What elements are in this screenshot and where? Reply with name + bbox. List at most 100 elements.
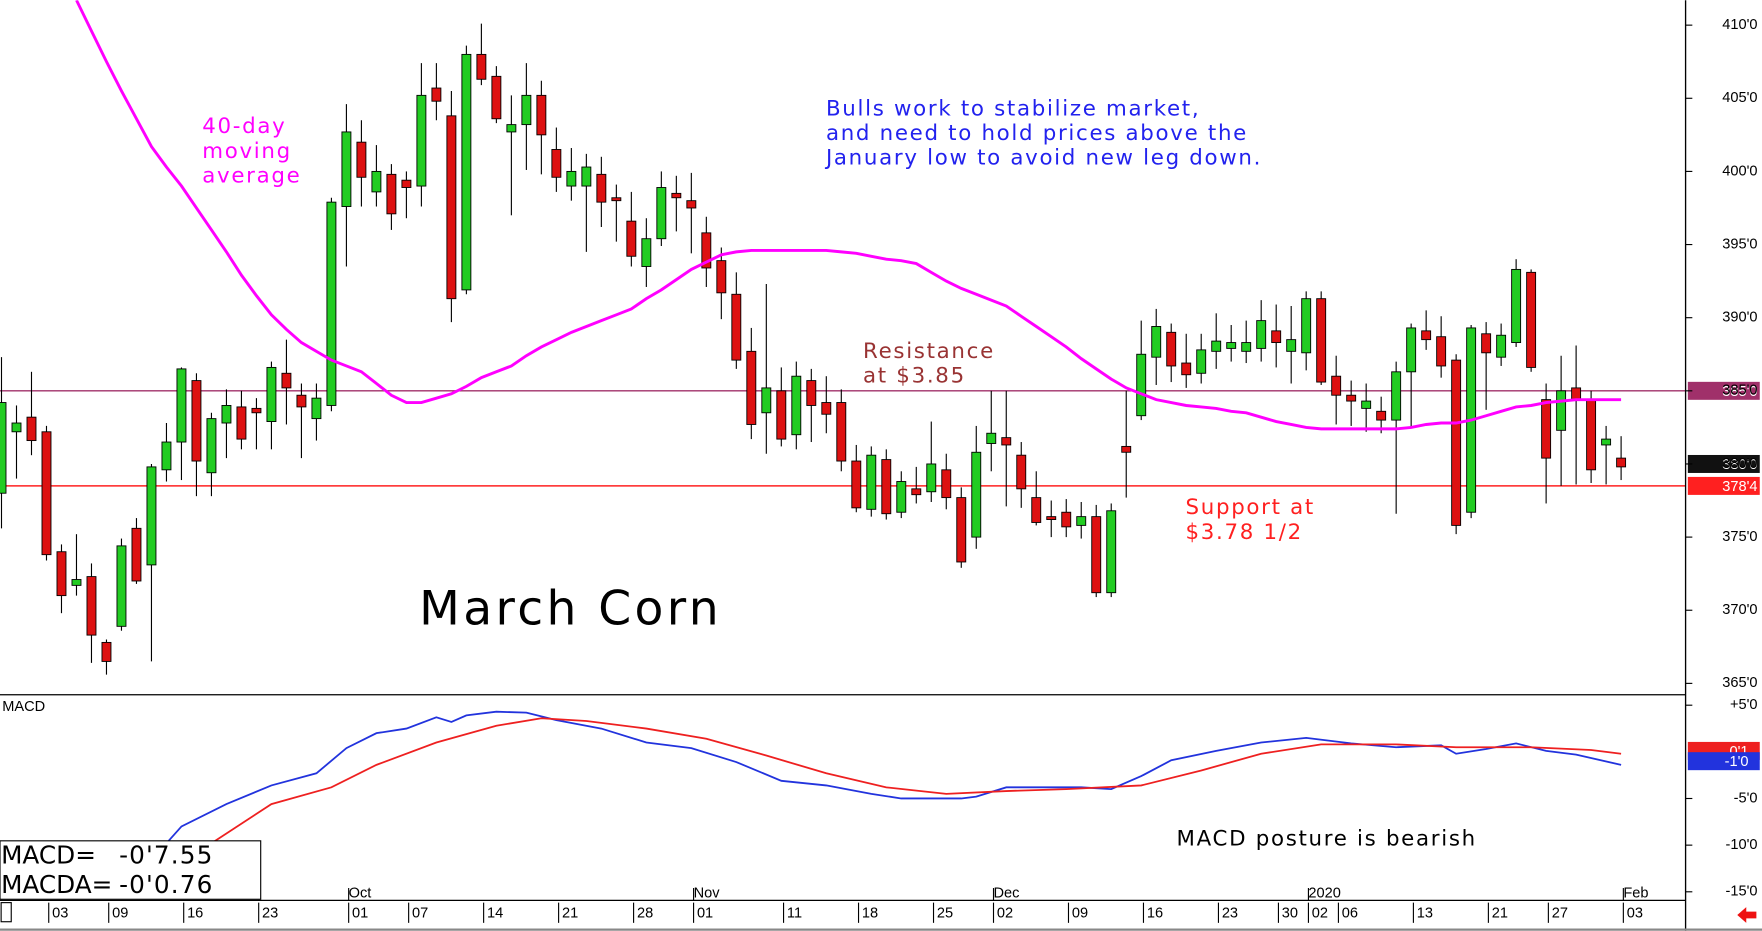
x-tick-label: 21 xyxy=(1492,906,1508,922)
x-tick-label: 03 xyxy=(1627,906,1643,922)
annotation: and need to hold prices above the xyxy=(826,121,1248,146)
candle-body xyxy=(986,432,997,444)
x-tick-label: 16 xyxy=(187,906,203,922)
candle-body xyxy=(1526,271,1537,368)
candle-body xyxy=(1256,320,1267,349)
candle-body xyxy=(896,481,907,513)
candle-body xyxy=(1166,331,1177,367)
candle-body xyxy=(116,545,127,627)
level-box xyxy=(1687,476,1760,495)
candle-body xyxy=(851,460,862,509)
annotation: at $3.85 xyxy=(863,364,966,389)
candle-body xyxy=(1616,457,1627,468)
level-box xyxy=(1687,454,1760,473)
y-tick-label: -15'0 xyxy=(1726,884,1758,900)
y-tick-label: -5'0 xyxy=(1734,790,1758,806)
candle-body xyxy=(266,366,277,422)
candle-body xyxy=(236,406,247,440)
candle-body xyxy=(686,200,697,209)
candle-body xyxy=(731,293,742,361)
x-tick-label: 18 xyxy=(862,906,878,922)
moving-average-label: moving xyxy=(202,139,292,164)
annotation: Bulls work to stabilize market, xyxy=(826,96,1200,121)
candle-body xyxy=(491,75,502,120)
candle-body xyxy=(206,418,217,474)
x-tick-label: 02 xyxy=(1312,906,1328,922)
candle-body xyxy=(1481,333,1492,354)
y-tick-label: 385'0 xyxy=(1722,383,1757,399)
readout-value: -0'0.76 xyxy=(119,870,213,899)
candle-body xyxy=(1211,340,1222,352)
candle-body xyxy=(866,454,877,510)
month-label: Oct xyxy=(349,885,372,901)
y-tick-label: 390'0 xyxy=(1722,310,1757,326)
candle-body xyxy=(1181,362,1192,376)
level-label: 378'4 xyxy=(1722,479,1757,495)
y-tick-label: 400'0 xyxy=(1722,163,1757,179)
candle-body xyxy=(1541,399,1552,459)
month-label: Nov xyxy=(694,885,721,901)
candle-body xyxy=(1316,298,1327,383)
candle-body xyxy=(326,201,337,406)
x-tick-label: 28 xyxy=(637,906,653,922)
candle-body xyxy=(1496,334,1507,358)
x-tick-label: 30 xyxy=(1282,906,1298,922)
candle-body xyxy=(1076,516,1087,526)
candle-body xyxy=(746,350,757,425)
candle-body xyxy=(1046,516,1057,520)
candle-body xyxy=(791,375,802,436)
y-tick-label: 370'0 xyxy=(1722,602,1757,618)
candle-body xyxy=(11,422,22,433)
readout-name: MACD= xyxy=(1,841,96,870)
x-tick-label: 14 xyxy=(487,906,503,922)
candle-body xyxy=(1406,327,1417,373)
candle-body xyxy=(1586,399,1597,471)
level-label: 385'0 xyxy=(1722,384,1757,400)
x-tick-label: 27 xyxy=(1552,906,1568,922)
month-label: 2020 xyxy=(1308,885,1340,901)
candle-body xyxy=(1301,298,1312,354)
chart-title: March Corn xyxy=(419,582,722,637)
candle-body xyxy=(521,94,532,126)
candle-body xyxy=(281,372,292,389)
candle-body xyxy=(296,394,307,408)
candle-body xyxy=(1391,371,1402,421)
level-label: 380'0 xyxy=(1722,457,1757,473)
x-tick-label: 09 xyxy=(1072,906,1088,922)
candle-body xyxy=(71,579,82,586)
moving-average-label: average xyxy=(202,164,301,189)
scroll-arrow[interactable] xyxy=(1737,907,1757,923)
readout-name: MACDA= xyxy=(1,870,112,899)
y-tick-label: 405'0 xyxy=(1722,90,1757,106)
x-tick-label: 03 xyxy=(52,906,68,922)
x-tick-label: 16 xyxy=(1147,906,1163,922)
candle-body xyxy=(1361,400,1372,409)
candle-body xyxy=(881,459,892,515)
candle-body xyxy=(1331,375,1342,396)
month-label: Feb xyxy=(1623,885,1648,901)
x-tick-label: 21 xyxy=(562,906,578,922)
x-tick-label: 13 xyxy=(1417,906,1433,922)
candle-body xyxy=(1286,339,1297,352)
candle-body xyxy=(1271,330,1282,344)
readout-box xyxy=(0,840,262,900)
panel-title: MACD xyxy=(2,699,45,715)
candle-body xyxy=(101,641,112,662)
candle-body xyxy=(551,149,562,178)
moving-average xyxy=(75,0,1622,431)
x-tick-label: 01 xyxy=(352,906,368,922)
x-tick-label: 06 xyxy=(1342,906,1358,922)
candle-body xyxy=(1196,349,1207,374)
candle-body xyxy=(131,527,142,582)
x-tick-label: 01 xyxy=(697,906,713,922)
moving-average-label: 40-day xyxy=(202,114,286,139)
last-value-box xyxy=(1687,752,1760,771)
candle-body xyxy=(341,131,352,207)
y-tick-label: 380'0 xyxy=(1722,456,1757,472)
candle-body xyxy=(821,402,832,415)
y-tick-label: -10'0 xyxy=(1726,837,1758,853)
candle-body xyxy=(416,94,427,187)
candle-body xyxy=(356,141,367,178)
candle-body xyxy=(806,380,817,406)
